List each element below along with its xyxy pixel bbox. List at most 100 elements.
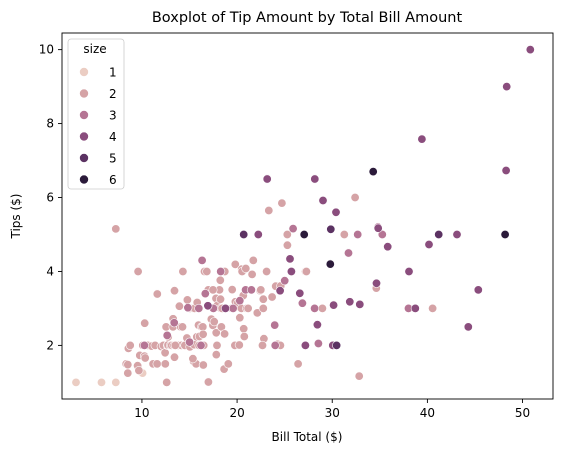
- data-point-size-2: [152, 359, 162, 369]
- data-point-size-4: [286, 266, 296, 276]
- data-point-size-3: [270, 320, 280, 330]
- data-point-size-2: [354, 371, 364, 381]
- data-point-size-1: [111, 377, 121, 387]
- data-point-size-2: [239, 324, 249, 334]
- legend-marker-3: [79, 110, 89, 120]
- legend-marker-4: [79, 131, 89, 142]
- y-axis-label: Tips ($): [9, 194, 23, 240]
- data-point-size-2: [293, 359, 303, 369]
- data-point-size-2: [198, 360, 208, 370]
- data-point-size-2: [134, 365, 144, 375]
- data-point-size-3: [288, 224, 298, 234]
- data-point-size-2: [282, 230, 292, 240]
- data-point-size-2: [256, 285, 266, 295]
- data-point-size-2: [257, 340, 267, 350]
- data-point-size-4: [410, 303, 420, 313]
- data-point-size-2: [243, 303, 253, 313]
- data-point-size-2: [216, 294, 226, 304]
- data-point-size-2: [350, 193, 360, 203]
- data-point-size-2: [258, 294, 268, 304]
- data-point-size-2: [202, 266, 212, 276]
- data-point-size-3: [162, 330, 172, 340]
- legend: size 1 2 3 4 5 6: [67, 38, 125, 190]
- data-point-size-4: [275, 286, 285, 296]
- data-point-size-2: [267, 292, 277, 302]
- data-point-size-4: [300, 340, 310, 350]
- points-layer: [71, 45, 535, 387]
- chart-title: Boxplot of Tip Amount by Total Bill Amou…: [152, 10, 463, 26]
- data-point-size-2: [211, 350, 221, 360]
- data-point-size-3: [246, 285, 256, 295]
- data-point-size-4: [203, 301, 213, 311]
- data-point-size-4: [262, 174, 272, 184]
- y-tick-label: 10: [39, 43, 54, 57]
- data-point-size-2: [182, 295, 192, 305]
- legend-title: size: [83, 42, 106, 56]
- data-point-size-2: [262, 266, 272, 276]
- data-point-size-2: [208, 285, 218, 295]
- data-point-size-3: [185, 337, 195, 347]
- data-point-size-3: [313, 338, 323, 348]
- data-point-size-2: [170, 352, 180, 362]
- data-point-size-2: [178, 322, 188, 332]
- data-point-size-3: [270, 340, 280, 350]
- data-point-size-2: [239, 331, 249, 341]
- x-axis-label: Bill Total ($): [272, 430, 343, 444]
- data-point-size-2: [282, 240, 292, 250]
- y-tick-label: 8: [46, 117, 54, 131]
- legend-marker-6: [79, 174, 89, 185]
- data-point-size-2: [152, 289, 162, 299]
- data-point-size-2: [160, 359, 170, 369]
- data-point-size-4: [383, 242, 393, 252]
- data-point-size-4: [452, 230, 462, 240]
- data-point-size-2: [125, 340, 135, 350]
- plot-frame: [61, 32, 554, 400]
- data-point-size-1: [71, 377, 81, 387]
- data-point-size-3: [235, 296, 245, 306]
- y-tick-label: 4: [46, 264, 54, 278]
- data-point-size-2: [301, 266, 311, 276]
- data-point-size-4: [525, 45, 535, 55]
- data-point-size-2: [248, 255, 258, 265]
- data-point-size-2: [111, 224, 121, 234]
- data-point-size-2: [162, 377, 172, 387]
- data-point-size-4: [345, 297, 355, 307]
- data-point-size-2: [123, 368, 133, 378]
- data-point-size-2: [230, 259, 240, 269]
- data-point-size-6: [299, 230, 309, 240]
- data-point-size-2: [188, 354, 198, 364]
- data-point-size-3: [216, 266, 226, 276]
- data-point-size-2: [252, 308, 262, 318]
- data-point-size-2: [277, 198, 287, 208]
- data-point-size-2: [428, 303, 438, 313]
- legend-items: 1 2 3 4 5 6: [79, 66, 117, 187]
- y-tick-label: 2: [46, 338, 54, 352]
- data-point-size-2: [170, 286, 180, 296]
- data-point-size-5: [332, 340, 342, 350]
- data-point-size-4: [417, 134, 427, 144]
- data-point-size-3: [169, 318, 179, 328]
- data-point-size-6: [325, 259, 335, 269]
- legend-label-3: 3: [109, 109, 117, 123]
- y-axis-ticks: 2 4 6 8 10: [39, 43, 62, 352]
- data-point-size-5: [434, 230, 444, 240]
- legend-label-5: 5: [109, 152, 117, 166]
- x-axis-ticks: 10 20 30 40 50: [134, 399, 530, 420]
- data-point-size-3: [280, 276, 290, 286]
- data-point-size-3: [194, 303, 204, 313]
- data-point-size-2: [247, 269, 257, 279]
- data-point-size-3: [197, 255, 207, 265]
- data-point-size-4: [404, 266, 414, 276]
- data-point-size-3: [343, 248, 353, 258]
- data-point-size-4: [473, 285, 483, 295]
- data-point-size-3: [200, 289, 210, 299]
- data-point-size-4: [312, 320, 322, 330]
- data-point-size-4: [355, 299, 365, 309]
- x-tick-label: 50: [515, 406, 530, 420]
- data-point-size-2: [235, 313, 245, 323]
- data-point-size-4: [329, 300, 339, 310]
- data-point-size-4: [310, 174, 320, 184]
- data-point-size-3: [228, 303, 238, 313]
- data-point-size-5: [326, 224, 336, 234]
